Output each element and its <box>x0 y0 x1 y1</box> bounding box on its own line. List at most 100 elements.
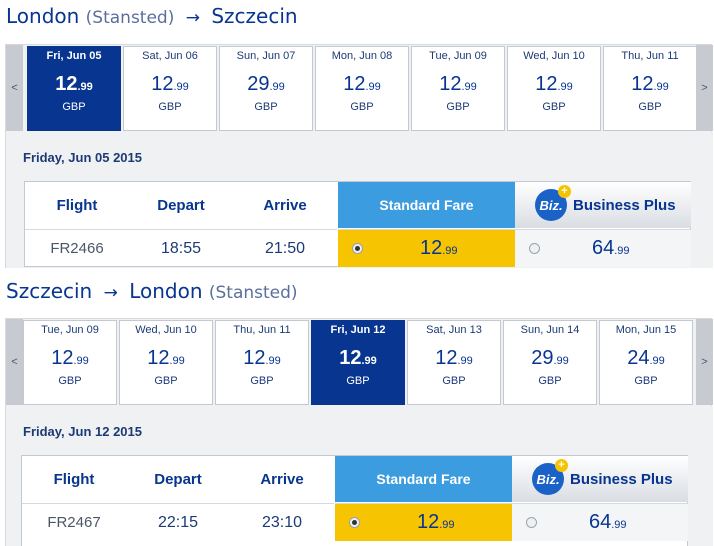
outbound-day-card[interactable]: Thu, Jun 11 12.99 GBP <box>603 46 697 131</box>
return-prev-dates-button[interactable]: < <box>6 319 23 405</box>
day-price: 12.99 <box>151 73 189 95</box>
destination-airport: (Stansted) <box>208 283 298 303</box>
outbound-next-dates-button[interactable]: > <box>696 45 713 131</box>
day-date: Fri, Jun 12 <box>330 324 386 336</box>
day-currency: GBP <box>538 375 562 387</box>
arrive-column-header: Arrive <box>260 470 304 488</box>
outbound-day-card[interactable]: Sat, Jun 06 12.99 GBP <box>123 46 217 131</box>
day-price: 12.99 <box>147 347 185 369</box>
depart-column-header: Depart <box>157 196 205 214</box>
business-plus-option[interactable]: 64.99 <box>515 229 691 267</box>
destination-city: Szczecin <box>211 4 298 28</box>
return-day-card[interactable]: Sat, Jun 13 12.99 GBP <box>407 320 501 405</box>
return-next-dates-button[interactable]: > <box>696 319 713 405</box>
outbound-day-card[interactable]: Fri, Jun 05 12.99 GBP <box>27 46 121 131</box>
business-plus-option[interactable]: 64.99 <box>512 503 688 541</box>
day-currency: GBP <box>634 375 658 387</box>
day-date: Sat, Jun 06 <box>142 50 198 62</box>
day-currency: GBP <box>62 101 86 113</box>
standard-fare-header: Standard Fare <box>335 456 512 502</box>
outbound-fare-table: Flight Depart Arrive Standard Fare Biz. +… <box>24 181 691 267</box>
day-date: Sat, Jun 13 <box>426 324 482 336</box>
flight-number: FR2467 <box>22 503 126 541</box>
arrive-time: 23:10 <box>230 503 334 541</box>
day-price: 29.99 <box>247 73 285 95</box>
day-price: 12.99 <box>535 73 573 95</box>
day-currency: GBP <box>158 101 182 113</box>
day-price: 12.99 <box>339 347 377 369</box>
return-day-card[interactable]: Tue, Jun 09 12.99 GBP <box>23 320 117 405</box>
arrive-time: 21:50 <box>233 229 337 267</box>
day-currency: GBP <box>250 375 274 387</box>
day-date: Thu, Jun 11 <box>621 50 679 62</box>
day-price: 29.99 <box>531 347 569 369</box>
outbound-prev-dates-button[interactable]: < <box>6 45 23 131</box>
return-day-card[interactable]: Thu, Jun 11 12.99 GBP <box>215 320 309 405</box>
destination-city: London <box>129 279 203 303</box>
outbound-flight-panel: Friday, Jun 05 2015 Flight Depart Arrive… <box>6 132 713 268</box>
business-plus-radio[interactable] <box>529 243 540 254</box>
return-section: < Tue, Jun 09 12.99 GBP Wed, Jun 10 12.9… <box>5 318 713 546</box>
business-plus-label: Business Plus <box>570 470 673 488</box>
depart-time: 22:15 <box>126 503 230 541</box>
business-plus-header: Biz. + Business Plus <box>512 456 688 502</box>
biz-badge-icon: Biz. + <box>532 459 568 495</box>
day-price: 12.99 <box>51 347 89 369</box>
day-currency: GBP <box>58 375 82 387</box>
return-day-card[interactable]: Mon, Jun 15 24.99 GBP <box>599 320 693 405</box>
day-date: Mon, Jun 08 <box>331 50 393 62</box>
day-date: Sun, Jun 07 <box>236 50 296 62</box>
flight-column-header: Flight <box>56 196 98 214</box>
business-plus-radio[interactable] <box>526 517 537 528</box>
origin-city: London <box>6 4 80 28</box>
day-price: 12.99 <box>343 73 381 95</box>
standard-fare-header: Standard Fare <box>338 182 515 228</box>
business-plus-header: Biz. + Business Plus <box>515 182 691 228</box>
day-date: Tue, Jun 09 <box>41 324 99 336</box>
return-fare-table: Flight Depart Arrive Standard Fare Biz. +… <box>21 455 688 546</box>
return-route-title: Szczecin → London (Stansted) <box>6 279 298 303</box>
route-arrow-icon: → <box>185 8 200 28</box>
day-currency: GBP <box>350 101 374 113</box>
business-plus-price: 64.99 <box>592 237 630 259</box>
day-date: Thu, Jun 11 <box>233 324 291 336</box>
return-date-strip: < Tue, Jun 09 12.99 GBP Wed, Jun 10 12.9… <box>6 319 713 406</box>
standard-fare-radio[interactable] <box>352 243 363 254</box>
arrive-column-header: Arrive <box>263 196 307 214</box>
return-flight-panel: Friday, Jun 12 2015 Flight Depart Arrive… <box>6 406 713 546</box>
business-plus-label: Business Plus <box>573 196 676 214</box>
day-currency: GBP <box>446 101 470 113</box>
depart-column-header: Depart <box>154 470 202 488</box>
day-currency: GBP <box>442 375 466 387</box>
outbound-day-card[interactable]: Wed, Jun 10 12.99 GBP <box>507 46 601 131</box>
day-price: 24.99 <box>627 347 665 369</box>
day-date: Sun, Jun 14 <box>520 324 580 336</box>
day-currency: GBP <box>638 101 662 113</box>
standard-fare-radio[interactable] <box>349 517 360 528</box>
day-date: Fri, Jun 05 <box>46 50 102 62</box>
standard-fare-price: 12.99 <box>420 237 458 259</box>
day-date: Wed, Jun 10 <box>135 324 197 336</box>
day-price: 12.99 <box>55 73 93 95</box>
day-price: 12.99 <box>439 73 477 95</box>
flight-column-header: Flight <box>53 470 95 488</box>
route-arrow-icon: → <box>103 283 118 303</box>
depart-time: 18:55 <box>129 229 233 267</box>
standard-fare-option[interactable]: 12.99 <box>335 503 512 541</box>
day-currency: GBP <box>346 375 370 387</box>
standard-fare-price: 12.99 <box>417 511 455 533</box>
outbound-day-card[interactable]: Sun, Jun 07 29.99 GBP <box>219 46 313 131</box>
origin-airport: (Stansted) <box>85 8 175 28</box>
return-selected-date: Friday, Jun 12 2015 <box>23 424 142 439</box>
standard-fare-option[interactable]: 12.99 <box>338 229 515 267</box>
day-currency: GBP <box>254 101 278 113</box>
origin-city: Szczecin <box>6 279 93 303</box>
biz-badge-icon: Biz. + <box>535 185 571 221</box>
day-currency: GBP <box>154 375 178 387</box>
return-day-card[interactable]: Sun, Jun 14 29.99 GBP <box>503 320 597 405</box>
return-day-card[interactable]: Wed, Jun 10 12.99 GBP <box>119 320 213 405</box>
outbound-day-card[interactable]: Tue, Jun 09 12.99 GBP <box>411 46 505 131</box>
return-day-card[interactable]: Fri, Jun 12 12.99 GBP <box>311 320 405 405</box>
outbound-selected-date: Friday, Jun 05 2015 <box>23 150 142 165</box>
outbound-day-card[interactable]: Mon, Jun 08 12.99 GBP <box>315 46 409 131</box>
